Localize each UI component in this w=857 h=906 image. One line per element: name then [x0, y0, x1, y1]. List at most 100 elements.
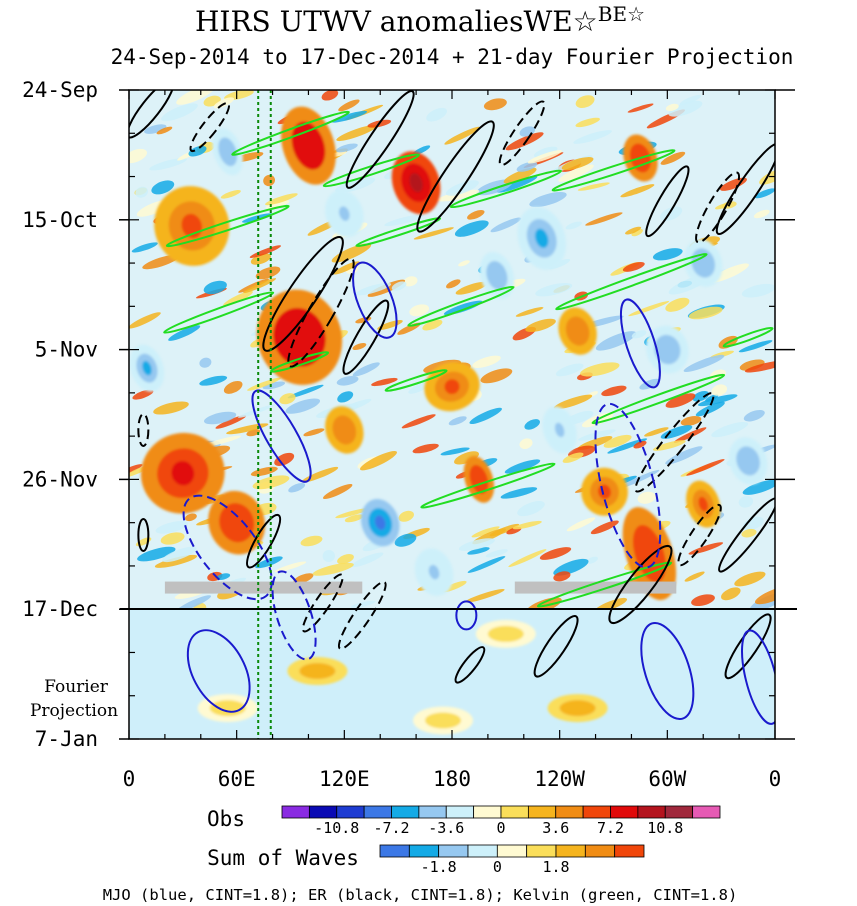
obs-colorbar-tick-label: 7.2 [597, 819, 624, 837]
er-contour-positive [715, 142, 775, 236]
texture-patch [652, 248, 683, 261]
kelvin-contour-positive [163, 291, 275, 334]
x-tick-label: 180 [433, 767, 471, 791]
texture-patch [601, 385, 627, 397]
texture-patch [168, 325, 201, 341]
texture-patch [744, 360, 775, 373]
texture-patch [469, 407, 502, 425]
texture-patch [467, 209, 485, 220]
texture-patch [741, 283, 775, 298]
texture-patch [437, 189, 480, 202]
waves-legend-label: Sum of Waves [207, 846, 359, 870]
texture-patch [149, 157, 187, 171]
texture-patch [508, 549, 547, 568]
texture-patch [637, 491, 656, 504]
er-contour-positive [718, 497, 775, 573]
obs-colorbar-swatch [692, 805, 721, 819]
texture-patch [216, 573, 231, 580]
texture-patch [154, 554, 198, 568]
anomaly-blob-core [535, 228, 549, 248]
obs-colorbar-tick-label: -7.2 [373, 819, 409, 837]
texture-patch [527, 150, 563, 164]
x-tick-label: 120E [319, 767, 370, 791]
texture-patch [697, 394, 738, 407]
texture-patch [633, 440, 647, 449]
texture-patch [691, 594, 715, 607]
er-contour-positive [416, 120, 495, 233]
anomaly-blob-core [572, 323, 583, 339]
texture-patch [350, 600, 376, 608]
texture-patch [336, 376, 359, 386]
obs-colorbar-tick-label: -10.8 [314, 819, 359, 837]
texture-patch [403, 276, 418, 287]
texture-patch [454, 451, 479, 465]
er-contours [129, 90, 775, 684]
anomaly-blob-core [428, 564, 440, 580]
er-contour-negative [301, 573, 344, 633]
texture-patch [639, 378, 660, 390]
texture-patch [355, 282, 392, 296]
texture-patch [553, 558, 589, 576]
mjo-contour-negative [182, 494, 273, 601]
texture-patch [458, 538, 495, 552]
texture-patch [203, 280, 227, 295]
projection-blob-core [487, 625, 524, 642]
texture-patch [553, 571, 571, 582]
x-axis-labels: 0 60E 120E 180 120W 60W 0 [123, 767, 782, 791]
chart-title-main: HIRS UTWV anomaliesWE☆ [195, 5, 598, 38]
anomaly-blob-core [698, 496, 708, 512]
er-contour-positive [608, 544, 673, 625]
texture-patch [467, 547, 490, 555]
texture-patch [412, 443, 439, 454]
x-tick-label: 60W [648, 767, 686, 791]
texture-patch [336, 124, 377, 142]
texture-patch [665, 446, 703, 465]
texture-patch [620, 184, 655, 198]
texture-patch [161, 103, 198, 122]
texture-patch [398, 510, 414, 522]
texture-patch [535, 282, 573, 297]
y-tick-label: 26-Nov [22, 467, 98, 491]
projection-anomalies [197, 619, 608, 735]
plot-area [119, 89, 797, 740]
texture-patch [129, 312, 161, 329]
x-tick-label: 0 [123, 767, 136, 791]
kelvin-contour-positive [449, 169, 562, 209]
waves-colorbar-swatch [584, 844, 616, 858]
texture-patch [515, 307, 544, 317]
waves-colorbar-swatch [379, 844, 410, 858]
texture-patch [303, 428, 325, 437]
texture-patch [360, 450, 397, 471]
obs-colorbar-swatch [418, 805, 447, 819]
obs-colorbar: -10.8 -7.2 -3.6 0 3.6 7.2 10.8 [281, 805, 721, 837]
texture-patch [485, 549, 508, 558]
texture-patch [129, 148, 147, 164]
texture-patch [312, 562, 354, 576]
texture-patch [153, 401, 189, 415]
projection-blob-core [425, 712, 462, 729]
waves-colorbar-tick-label: 1.8 [542, 858, 569, 876]
anomaly-blob-core [142, 360, 152, 376]
anomaly-blob-core [228, 512, 245, 533]
y-tick-label: 15-Oct [22, 208, 98, 232]
texture-patch [555, 363, 584, 377]
texture-patch [503, 167, 537, 184]
texture-patch [578, 429, 616, 441]
kelvin-contour-positive [555, 253, 708, 311]
texture-patch [561, 157, 594, 171]
er-contour-positive [262, 236, 344, 352]
texture-patch [652, 440, 686, 451]
er-contour-positive [342, 299, 390, 375]
texture-patch [665, 103, 679, 112]
missing-data-band [514, 581, 677, 594]
projection-blob-core [209, 700, 246, 717]
texture-patch [337, 554, 354, 565]
waves-colorbar: -1.8 0 1.8 [379, 844, 645, 876]
anomaly-blob-core [409, 173, 423, 193]
projection-blob-core [299, 663, 336, 680]
texture-patch [741, 528, 757, 538]
texture-patch [480, 368, 513, 384]
texture-patch [512, 520, 542, 530]
mjo-contour-positive [741, 629, 775, 725]
